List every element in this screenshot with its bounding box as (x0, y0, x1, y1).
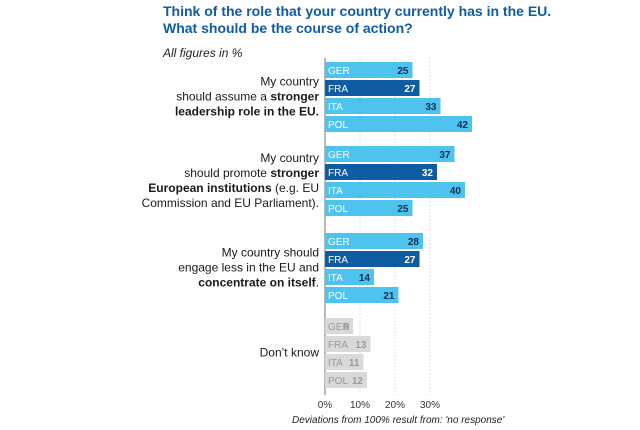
chart-title-line-1: Think of the role that your country curr… (163, 3, 552, 19)
bar (325, 164, 437, 180)
bar-category-label: POL (328, 204, 348, 215)
group-label-run: European institutions (148, 181, 272, 195)
group-label: Don’t know (260, 346, 320, 360)
group-label: My country should promote stronger Europea… (142, 151, 320, 210)
group-label-run: stronger (270, 166, 319, 180)
bar-category-label: FRA (328, 84, 348, 95)
bar-category-label: FRA (328, 340, 348, 351)
bar (325, 116, 472, 132)
bar-value-label: 25 (397, 66, 409, 77)
group-label-run: Don’t know (260, 346, 320, 360)
bar (325, 354, 364, 370)
bar (325, 372, 367, 388)
tick-label: 30% (420, 400, 440, 411)
bar (325, 233, 423, 249)
chart-subtitle: All figures in % (163, 46, 243, 60)
bar (325, 62, 413, 78)
bar-category-label: GER (328, 66, 350, 77)
bar (325, 80, 420, 96)
bar-category-label: GER (328, 150, 350, 161)
bar-value-label: 12 (352, 376, 364, 387)
bar-value-label: 28 (408, 237, 420, 248)
bar-value-label: 21 (383, 291, 395, 302)
bar-value-label: 27 (404, 84, 416, 95)
group-label-run: stronger (270, 90, 319, 104)
bar-value-label: 25 (397, 204, 409, 215)
group-label-run: concentrate on itself (198, 276, 316, 290)
bar (325, 146, 455, 162)
bar-category-label: POL (328, 376, 348, 387)
bar-value-label: 27 (404, 255, 416, 266)
bar-category-label: FRA (328, 255, 348, 266)
bar-category-label: ITA (328, 102, 343, 113)
bar (325, 200, 413, 216)
bar-category-label: POL (328, 291, 348, 302)
bar (325, 98, 441, 114)
bar-category-label: FRA (328, 168, 348, 179)
group-label-run: should promote (184, 166, 270, 180)
group-label-run: (e.g. EU (272, 181, 319, 195)
bar (325, 182, 465, 198)
group-label: My country should assume a stronger leader… (175, 75, 319, 119)
bar-value-label: 37 (439, 150, 451, 161)
chart-title-line-2: What should be the course of action? (163, 20, 413, 36)
bar-category-label: GER (328, 237, 350, 248)
chart-footnote: Deviations from 100% result from: 'no re… (292, 415, 505, 426)
bar-value-label: 33 (425, 102, 437, 113)
bar-category-label: POL (328, 120, 348, 131)
bar-category-label: ITA (328, 358, 343, 369)
group-label-run: leadership role in the EU. (175, 105, 319, 119)
group-label-run: My country should (222, 246, 319, 260)
bar-value-label: 8 (343, 322, 349, 333)
chart-title: Think of the role that your country curr… (163, 3, 633, 37)
tick-label: 10% (350, 400, 370, 411)
bar (325, 269, 374, 285)
bar-category-label: ITA (328, 186, 343, 197)
bar-value-label: 42 (457, 120, 469, 131)
bar-value-label: 13 (355, 340, 367, 351)
bar-value-label: 14 (359, 273, 371, 284)
group-label-run: . (316, 276, 319, 290)
tick-label: 0% (318, 400, 333, 411)
bar (325, 336, 371, 352)
group-label-run: Commission and EU Parliament). (142, 196, 319, 210)
group-label-run: My country (260, 151, 319, 165)
bar (325, 318, 353, 334)
bar-category-label: ITA (328, 273, 343, 284)
bar-value-label: 32 (422, 168, 434, 179)
group-label-run: should assume a (176, 90, 270, 104)
bar-value-label: 11 (349, 358, 360, 369)
group-label-run: engage less in the EU and (178, 261, 319, 275)
group-label-run: My country (260, 75, 319, 89)
bar (325, 287, 399, 303)
bar (325, 251, 420, 267)
tick-label: 20% (385, 400, 405, 411)
bar-value-label: 40 (450, 186, 462, 197)
bar-category-label: GER (328, 322, 350, 333)
group-label: My country should engage less in the EU a… (178, 246, 319, 290)
